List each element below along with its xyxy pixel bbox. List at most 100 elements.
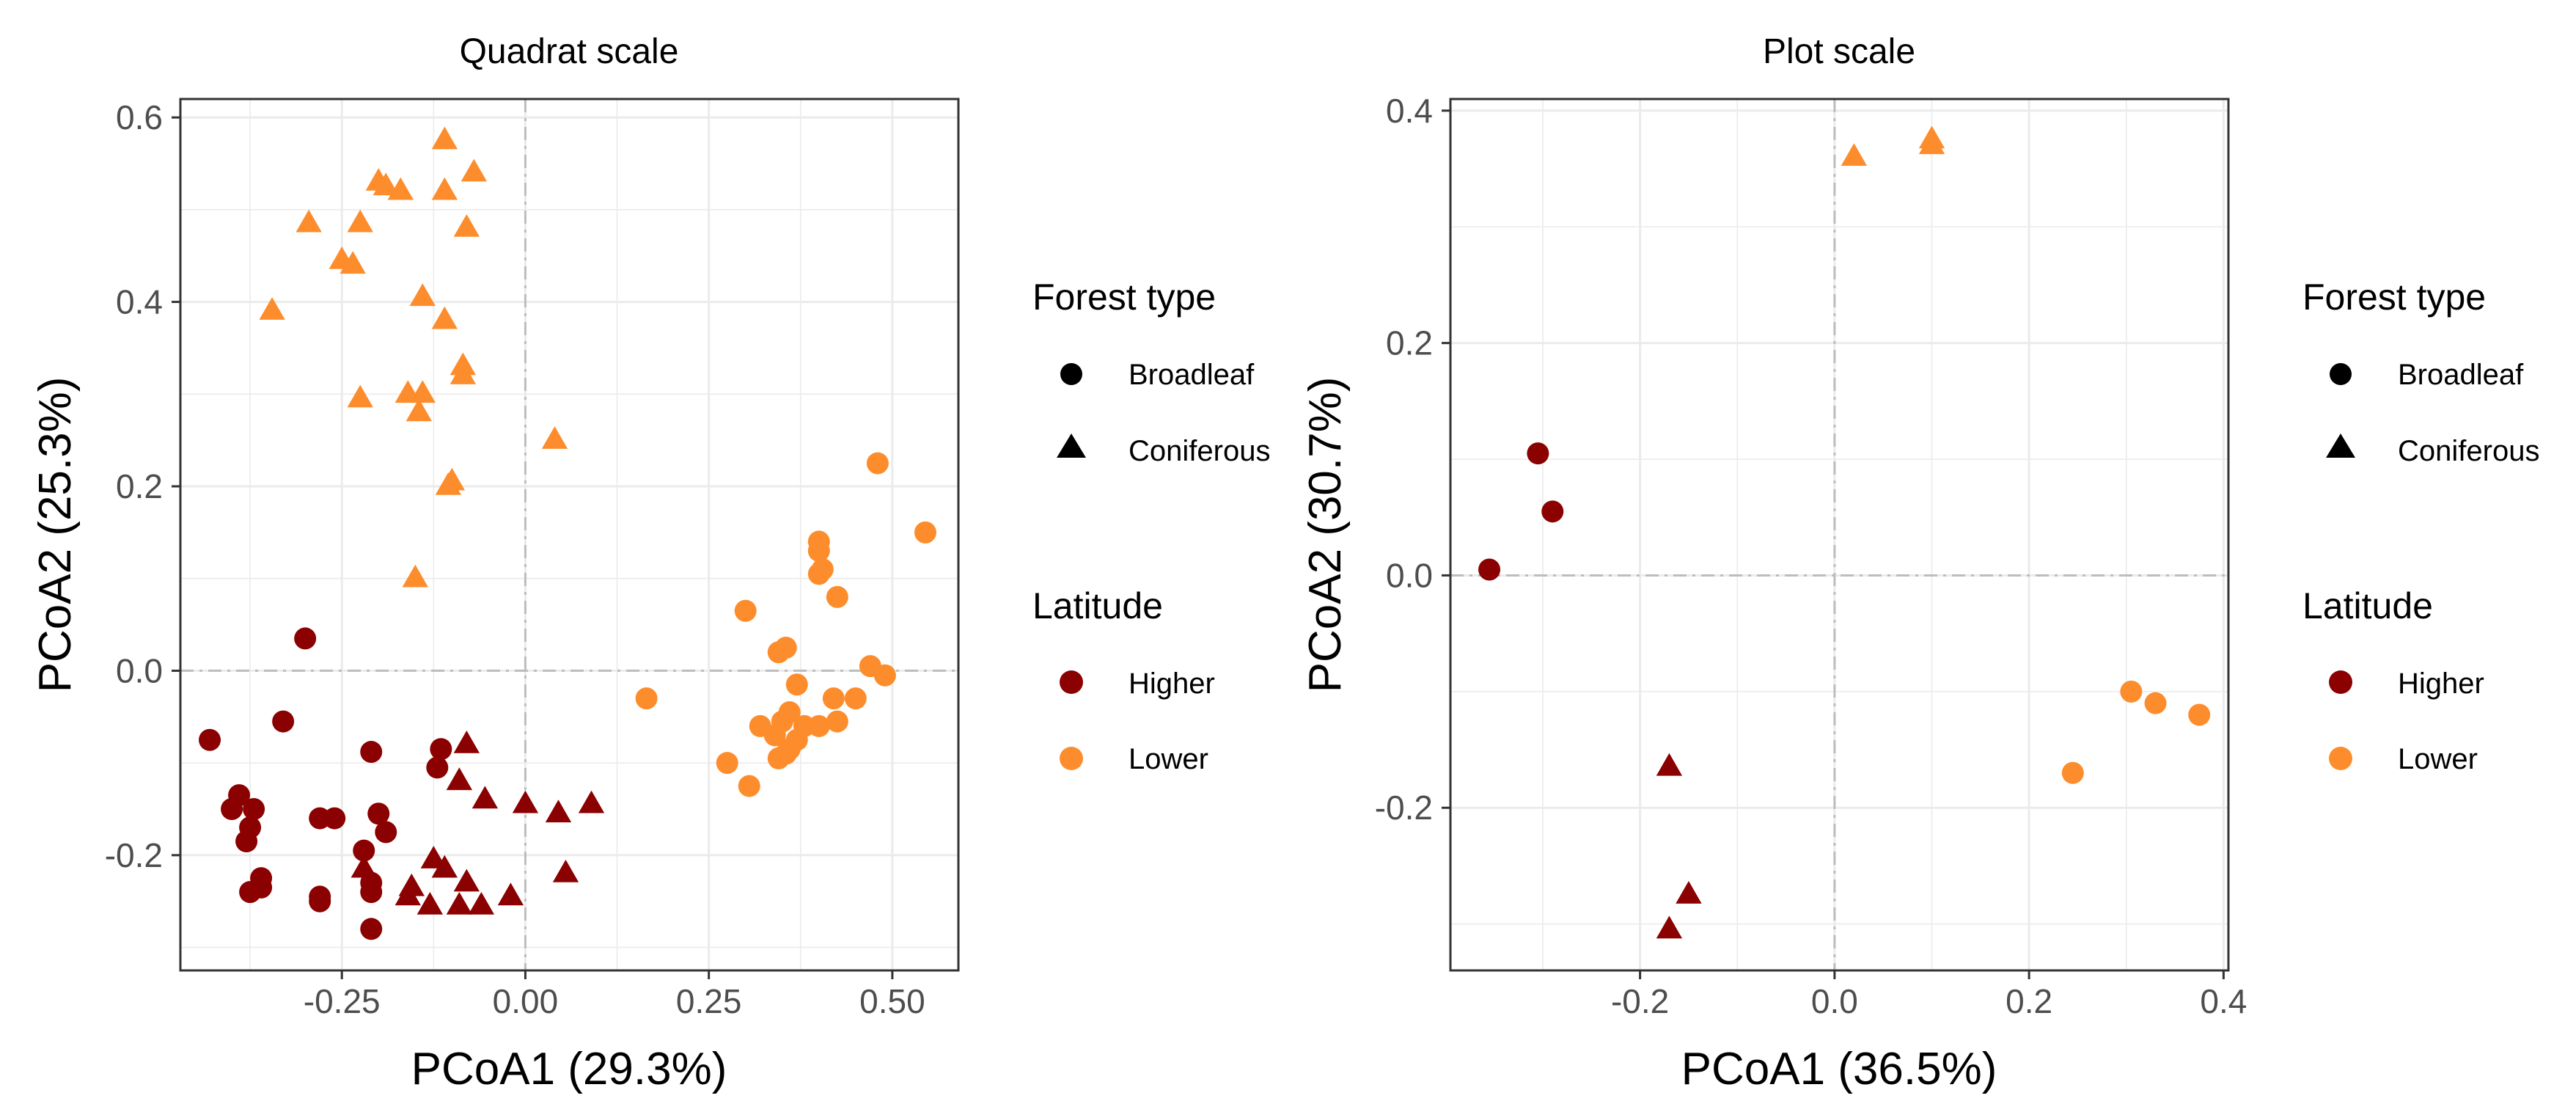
broadleaf-point [785, 673, 808, 696]
plot-x-tick-label: 0.2 [2006, 982, 2052, 1020]
quadrat-legend-forest-type-title: Forest type [1032, 277, 1216, 318]
coniferous-point [552, 860, 579, 882]
broadleaf-point [430, 738, 452, 761]
coniferous-point [446, 892, 473, 915]
coniferous-point [435, 472, 462, 495]
coniferous-point [347, 209, 373, 233]
coniferous-point [453, 214, 480, 237]
broadleaf-point [822, 687, 845, 710]
broadleaf-point [2120, 680, 2143, 703]
quadrat-scale-title: Quadrat scale [460, 32, 679, 71]
plot-series-lower-coniferous [1841, 125, 1945, 166]
plot-y-ticks: -0.2 0.0 0.2 0.4 [1375, 92, 1450, 827]
quadrat-y-tick-label: 0.2 [116, 467, 163, 505]
quadrat-scale-panel: Quadrat scale -0.25 0.00 0.25 0.50 -0.2 0.0 0… [30, 32, 960, 1094]
quadrat-points [199, 126, 936, 940]
coniferous-point [402, 564, 428, 588]
quadrat-y-tick-label: -0.2 [105, 836, 163, 874]
plot-panel-background [1450, 99, 2228, 970]
coniferous-point [1656, 753, 1683, 776]
broadleaf-point [635, 687, 658, 710]
broadleaf-point [239, 881, 262, 904]
plot-x-tick-label: 0.0 [1811, 982, 1858, 1020]
legend-higher-symbol [2329, 670, 2352, 694]
broadleaf-point [2144, 692, 2167, 714]
quadrat-series-higher-coniferous [351, 731, 605, 915]
legend-lower-label: Lower [2398, 743, 2478, 775]
legend-higher-label: Higher [2398, 667, 2484, 700]
quadrat-panel-border [179, 98, 960, 972]
coniferous-point [541, 426, 568, 449]
broadleaf-point [309, 890, 331, 912]
coniferous-point [417, 892, 443, 915]
broadleaf-point [807, 540, 830, 562]
quadrat-panel-background [180, 99, 958, 970]
coniferous-point [512, 790, 539, 813]
broadleaf-point [323, 807, 346, 830]
broadleaf-point [914, 521, 936, 544]
legend-lower-symbol [1060, 747, 1083, 770]
quadrat-x-tick-label: 0.50 [859, 982, 925, 1020]
broadleaf-point [873, 664, 896, 687]
broadleaf-point [767, 747, 790, 769]
quadrat-grid [180, 99, 958, 970]
broadleaf-point [360, 741, 383, 764]
broadleaf-point [807, 563, 830, 585]
coniferous-point [578, 790, 605, 813]
broadleaf-point [426, 756, 449, 779]
plot-legend-forest-type-title: Forest type [2302, 277, 2486, 318]
quadrat-y-ticks: -0.2 0.0 0.2 0.4 0.6 [105, 98, 180, 874]
coniferous-point [471, 786, 499, 809]
broadleaf-point [716, 752, 738, 775]
coniferous-point [545, 800, 572, 823]
coniferous-point [373, 172, 399, 196]
coniferous-point [340, 251, 366, 274]
broadleaf-point [235, 830, 258, 852]
coniferous-point [446, 767, 473, 791]
legend-coniferous-label: Coniferous [2398, 435, 2539, 467]
quadrat-x-tick-label: 0.25 [676, 982, 742, 1020]
coniferous-point [431, 177, 458, 200]
coniferous-point [1918, 131, 1945, 155]
quadrat-x-tick-label: 0.00 [493, 982, 559, 1020]
broadleaf-point [763, 724, 786, 747]
broadleaf-point [221, 798, 243, 820]
broadleaf-point [1527, 442, 1549, 465]
coniferous-point [1676, 881, 1702, 904]
coniferous-point [395, 882, 421, 906]
broadleaf-point [375, 821, 397, 844]
broadleaf-point [826, 710, 848, 733]
quadrat-reference-lines [180, 99, 958, 970]
legend-coniferous-symbol [2326, 434, 2355, 458]
broadleaf-point [866, 452, 889, 475]
coniferous-point [431, 306, 458, 329]
coniferous-point [409, 283, 436, 307]
plot-x-tick-label: 0.4 [2200, 982, 2247, 1020]
broadleaf-point [734, 599, 757, 622]
coniferous-point [453, 731, 480, 753]
plot-x-axis-label: PCoA1 (36.5%) [1681, 1044, 1997, 1094]
broadleaf-point [738, 775, 760, 797]
broadleaf-point [353, 839, 375, 862]
quadrat-y-tick-label: 0.0 [116, 651, 163, 689]
broadleaf-point [1478, 558, 1501, 581]
broadleaf-point [367, 802, 390, 825]
coniferous-point [449, 362, 477, 384]
plot-scale-title: Plot scale [1763, 32, 1915, 71]
legend-lower-symbol [2329, 747, 2352, 770]
plot-reference-lines [1450, 99, 2228, 970]
broadleaf-point [294, 627, 317, 650]
plot-y-tick-label: 0.4 [1386, 92, 1433, 130]
quadrat-series-higher-broadleaf [199, 627, 452, 940]
plot-points [1478, 125, 2211, 939]
coniferous-point [460, 158, 488, 182]
coniferous-point [1841, 143, 1868, 166]
coniferous-point [1656, 915, 1683, 939]
coniferous-point [453, 868, 480, 892]
legend-lower-label: Lower [1129, 743, 1208, 775]
plot-y-tick-label: -0.2 [1375, 789, 1433, 827]
legend-higher-symbol [1060, 670, 1083, 694]
plot-y-tick-label: 0.0 [1386, 556, 1433, 594]
